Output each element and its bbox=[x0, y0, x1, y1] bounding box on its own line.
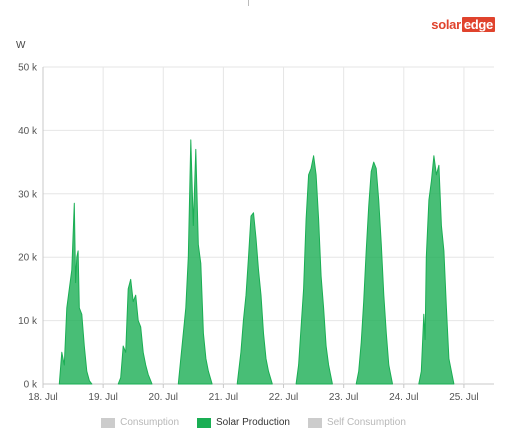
production-area-20-jul bbox=[177, 139, 213, 385]
x-tick-label: 20. Jul bbox=[149, 392, 178, 403]
y-tick-label: 50 k bbox=[18, 63, 38, 74]
production-area-19-jul bbox=[117, 278, 153, 385]
chart-legend: Consumption Solar Production Self Consumpt… bbox=[0, 417, 507, 428]
legend-item-self-consumption[interactable]: Self Consumption bbox=[307, 417, 406, 428]
x-tick-label: 19. Jul bbox=[88, 392, 117, 403]
legend-item-solar-production[interactable]: Solar Production bbox=[197, 417, 290, 428]
x-tick-label: 22. Jul bbox=[269, 392, 298, 403]
legend-label: Solar Production bbox=[216, 417, 290, 428]
x-tick-label: 24. Jul bbox=[389, 392, 418, 403]
y-axis-unit-label: W bbox=[16, 40, 26, 51]
y-tick-label: 20 k bbox=[18, 253, 38, 264]
legend-swatch bbox=[197, 417, 212, 428]
logo-part-edge: edge bbox=[461, 17, 495, 32]
x-tick-label: 23. Jul bbox=[329, 392, 358, 403]
production-area-22-jul bbox=[295, 155, 333, 385]
production-area-24-jul bbox=[418, 155, 455, 385]
y-tick-label: 10 k bbox=[18, 316, 38, 327]
top-divider bbox=[248, 0, 249, 6]
y-tick-label: 30 k bbox=[18, 189, 38, 200]
production-areas bbox=[58, 139, 455, 385]
x-tick-label: 25. Jul bbox=[449, 392, 478, 403]
axes: 0 k 10 k 20 k 30 k 40 k 50 k 18. Jul 19. Jul 20.… bbox=[18, 63, 479, 404]
production-area-23-jul bbox=[355, 161, 393, 385]
legend-swatch bbox=[307, 417, 322, 428]
x-tick-label: 18. Jul bbox=[28, 392, 57, 403]
legend-label: Consumption bbox=[120, 417, 180, 428]
y-tick-label: 0 k bbox=[24, 380, 38, 391]
production-area-18-jul bbox=[58, 202, 93, 385]
legend-swatch bbox=[101, 417, 116, 428]
x-tick-label: 21. Jul bbox=[209, 392, 238, 403]
logo-part-solar: solar bbox=[431, 17, 461, 32]
legend-item-consumption[interactable]: Consumption bbox=[101, 417, 179, 428]
legend-label: Self Consumption bbox=[326, 417, 406, 428]
production-area-21-jul bbox=[236, 212, 273, 385]
y-tick-label: 40 k bbox=[18, 126, 38, 137]
solaredge-logo: solar edge bbox=[431, 17, 495, 32]
grid-lines bbox=[43, 66, 494, 385]
